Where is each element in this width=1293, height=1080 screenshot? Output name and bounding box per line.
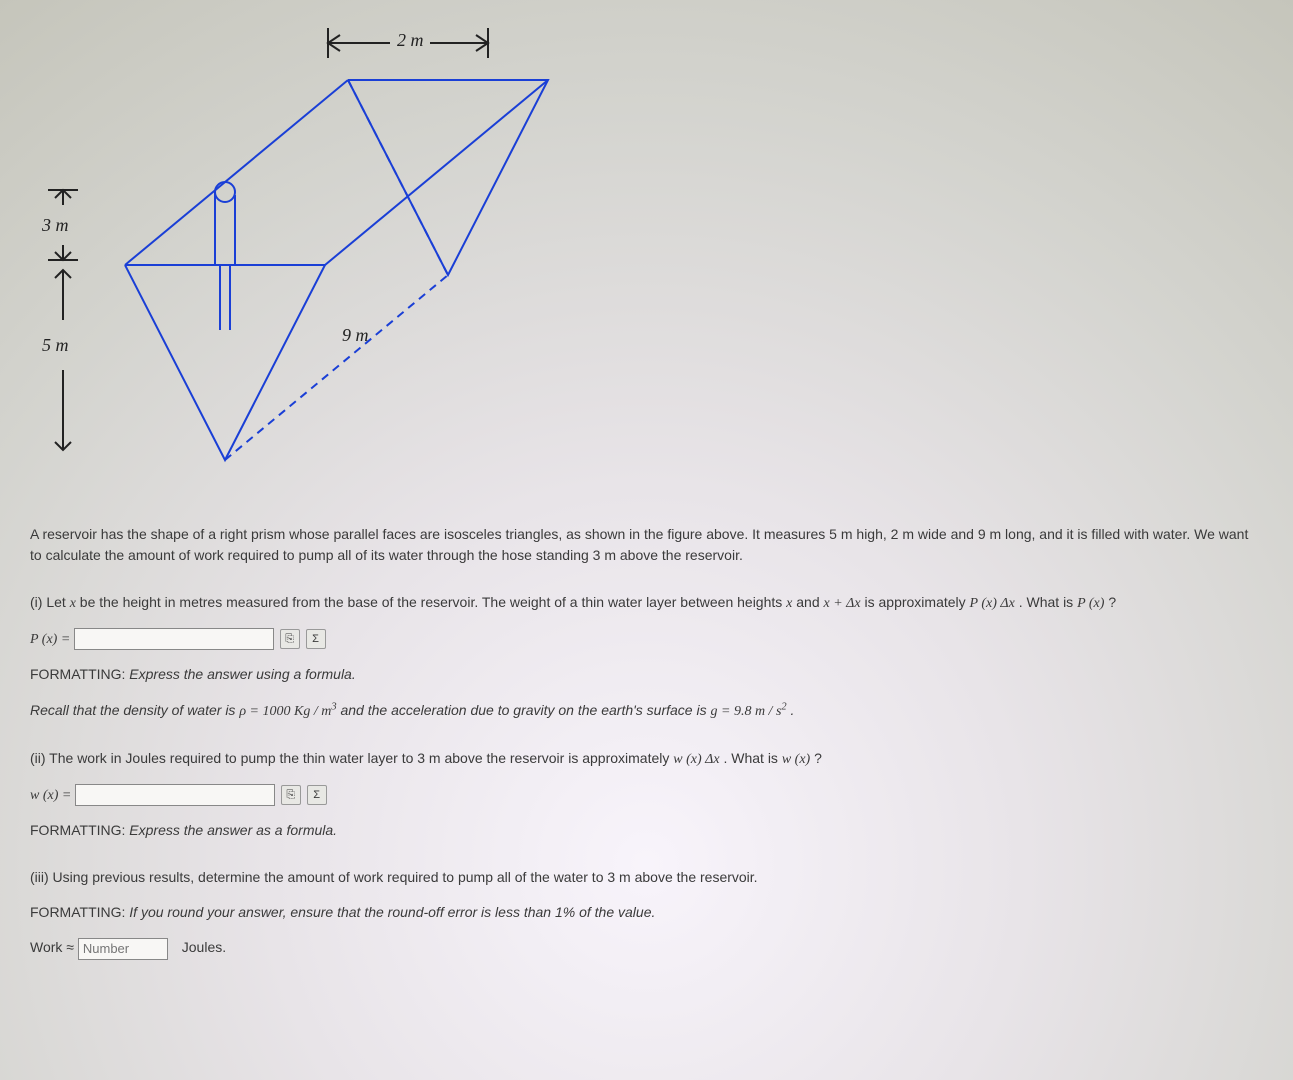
rho-exp: 3 <box>331 701 336 712</box>
text: . What is <box>1019 594 1077 610</box>
formatting-label: FORMATTING: <box>30 904 125 920</box>
text: . What is <box>723 750 781 766</box>
g: g = 9.8 m / s <box>711 704 782 719</box>
part-i-prompt: (i) Let x be the height in metres measur… <box>30 592 1263 614</box>
text: Recall that the density of water is <box>30 702 239 718</box>
text: (i) Let <box>30 594 70 610</box>
reservoir-figure: 2 m 3 m 5 m 9 m <box>30 20 590 510</box>
w-dx: w (x) Δx <box>673 752 719 767</box>
text: is approximately <box>865 594 970 610</box>
delta-expr: x + Δx <box>824 596 861 611</box>
preview-icon[interactable]: ⎘ <box>280 629 300 649</box>
part-iii: (iii) Using previous results, determine … <box>30 867 1263 959</box>
formatting-label: FORMATTING: <box>30 666 125 682</box>
qmark: ? <box>814 750 822 766</box>
hose-height-label: 3 m <box>42 215 69 236</box>
work-lhs: Work ≈ <box>30 939 78 955</box>
text: . <box>791 702 795 718</box>
text: (ii) The work in Joules required to pump… <box>30 750 673 766</box>
w-of-x: w (x) <box>782 752 810 767</box>
work-input[interactable] <box>78 938 168 960</box>
part-i: (i) Let x be the height in metres measur… <box>30 592 1263 722</box>
part-ii-formatting: FORMATTING: Express the answer as a form… <box>30 820 1263 841</box>
text: and <box>796 594 823 610</box>
p-lhs: P (x) = <box>30 632 74 647</box>
qmark: ? <box>1108 594 1116 610</box>
height-label: 5 m <box>42 335 69 356</box>
w-of-x-input[interactable] <box>75 784 275 806</box>
formatting-label: FORMATTING: <box>30 822 125 838</box>
p-of-x-input[interactable] <box>74 628 274 650</box>
part-i-answer-row: P (x) = ⎘ Σ <box>30 628 1263 650</box>
part-i-recall: Recall that the density of water is ρ = … <box>30 699 1263 722</box>
g-exp: 2 <box>781 701 786 712</box>
part-ii-prompt: (ii) The work in Joules required to pump… <box>30 748 1263 770</box>
part-ii-answer-row: w (x) = ⎘ Σ <box>30 784 1263 806</box>
part-iii-formatting: FORMATTING: If you round your answer, en… <box>30 902 1263 923</box>
part-iii-prompt: (iii) Using previous results, determine … <box>30 867 1263 888</box>
formatting-text: If you round your answer, ensure that th… <box>129 904 655 920</box>
part-i-formatting: FORMATTING: Express the answer using a f… <box>30 664 1263 685</box>
sigma-icon[interactable]: Σ <box>306 629 326 649</box>
var-x: x <box>786 596 792 611</box>
rho: ρ = 1000 Kg / m <box>239 704 331 719</box>
problem-intro: A reservoir has the shape of a right pri… <box>30 524 1263 566</box>
part-iii-answer-row: Work ≈ Joules. <box>30 937 1263 959</box>
p-of-x: P (x) <box>1077 596 1104 611</box>
formatting-text: Express the answer as a formula. <box>129 822 337 838</box>
formatting-text: Express the answer using a formula. <box>129 666 355 682</box>
sigma-icon[interactable]: Σ <box>307 785 327 805</box>
w-lhs: w (x) = <box>30 788 75 803</box>
preview-icon[interactable]: ⎘ <box>281 785 301 805</box>
work-units: Joules. <box>182 939 226 955</box>
width-label: 2 m <box>397 30 424 51</box>
length-label: 9 m <box>342 325 369 346</box>
part-ii: (ii) The work in Joules required to pump… <box>30 748 1263 841</box>
text: be the height in metres measured from th… <box>80 594 786 610</box>
p-dx: P (x) Δx <box>970 596 1015 611</box>
text: and the acceleration due to gravity on t… <box>340 702 710 718</box>
prism-svg <box>30 20 590 510</box>
var-x: x <box>70 596 76 611</box>
